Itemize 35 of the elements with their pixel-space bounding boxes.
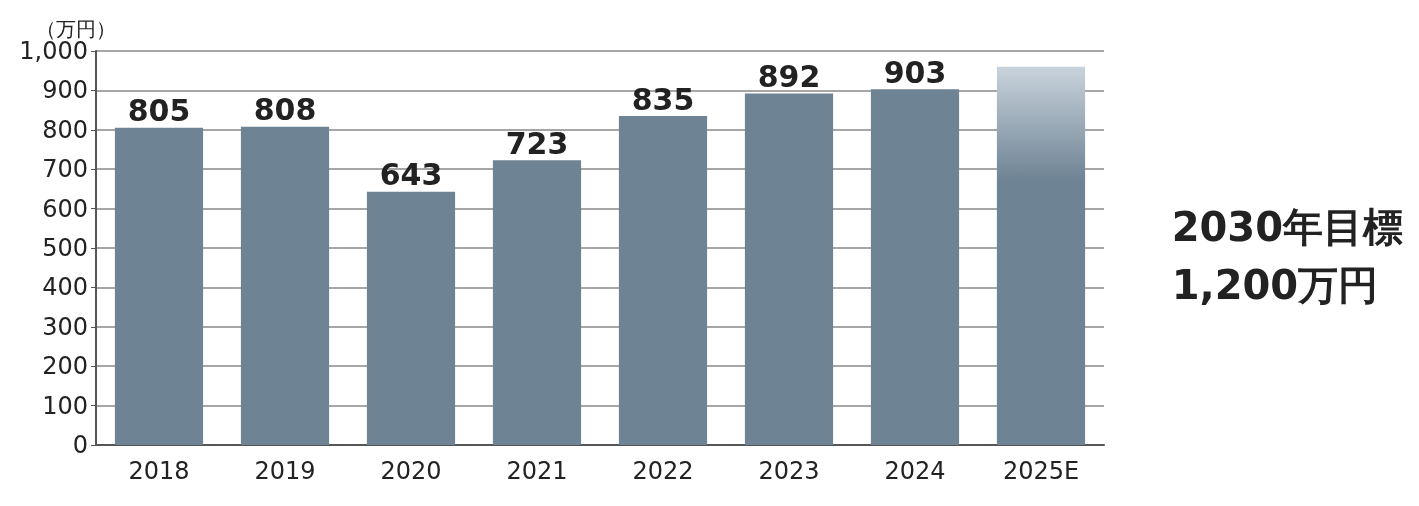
data-label: 808: [253, 92, 317, 128]
bar: [618, 116, 708, 445]
y-tick-label: 500: [42, 234, 88, 262]
bar: [870, 89, 960, 445]
x-tick-label: 2021: [506, 457, 568, 485]
y-tick-label: 400: [42, 273, 88, 302]
text: 2030年目標 1,200万円: [1171, 204, 1403, 308]
bar: [114, 127, 204, 445]
data-label: 892: [757, 59, 821, 95]
data-label: 805: [127, 93, 191, 129]
bar: [492, 160, 582, 445]
x-tick-label: 2020: [380, 457, 442, 485]
data-label: 903: [883, 54, 947, 90]
data-label: 643: [379, 157, 443, 193]
x-tick-label: 2018: [128, 457, 190, 485]
x-tick-label: 2025E: [1002, 457, 1080, 485]
y-tick-label: 700: [42, 155, 88, 184]
x-tick-label: 2022: [632, 457, 694, 485]
x-tick-label: 2023: [758, 457, 820, 485]
y-tick-label: 200: [42, 352, 88, 381]
bar: [240, 126, 330, 445]
x-tick-label: 2024: [884, 457, 946, 485]
data-label: 723: [505, 125, 569, 161]
y-tick-label: 600: [42, 194, 88, 223]
y-tick-label: 900: [42, 76, 88, 105]
bar: [996, 66, 1086, 445]
bar: [744, 93, 834, 445]
x-tick-label: 2019: [254, 457, 316, 485]
y-tick-label: 100: [42, 391, 88, 420]
y-tick-label: 300: [42, 312, 88, 341]
y-tick-label: 800: [42, 115, 88, 144]
bar: [366, 191, 456, 445]
y-axis-title: （万円）: [36, 17, 116, 42]
data-label: 835: [631, 81, 695, 117]
y-tick-label: 0: [72, 431, 88, 459]
